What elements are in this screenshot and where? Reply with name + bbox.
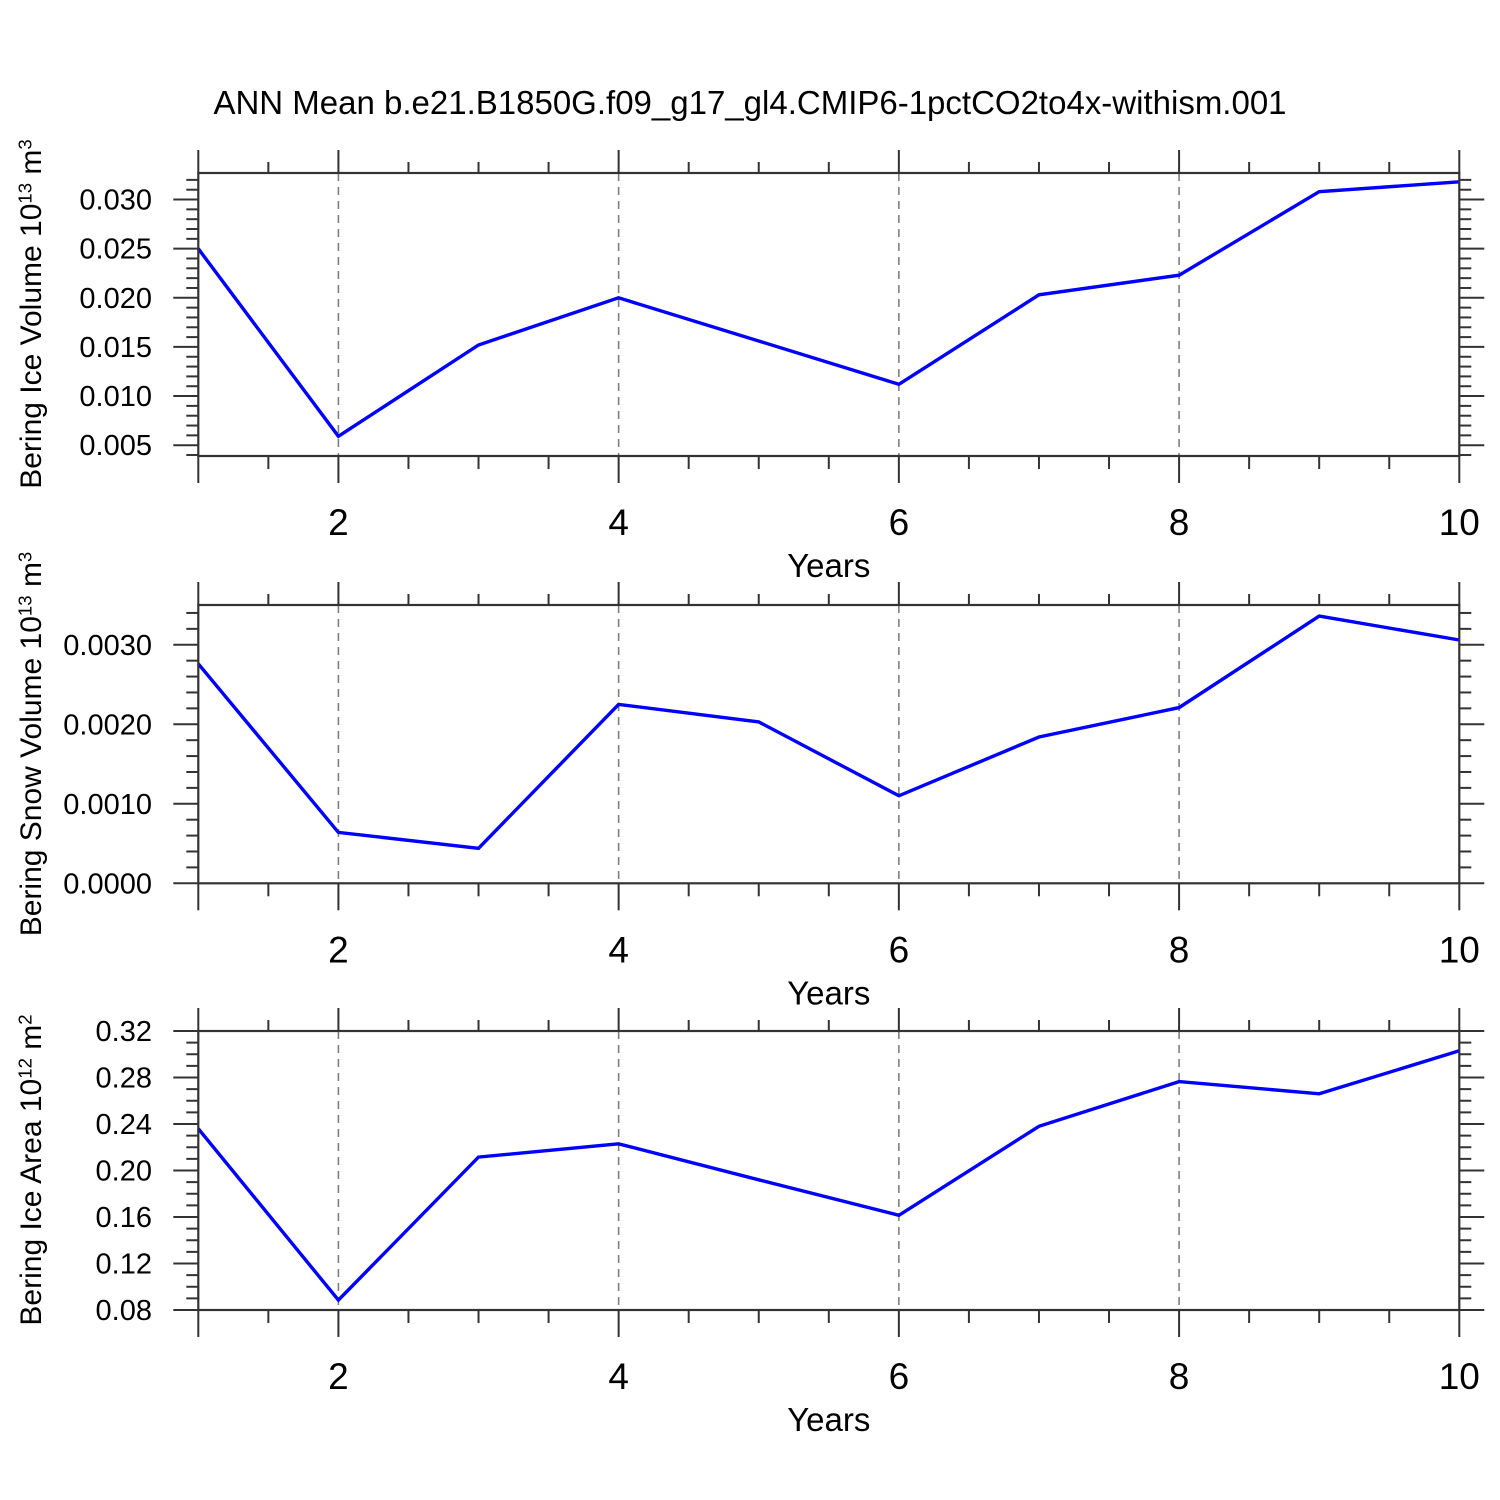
y-tick-label: 0.12 <box>96 1249 152 1281</box>
y-tick-label: 0.24 <box>96 1109 152 1141</box>
y-tick-label: 0.20 <box>96 1156 152 1188</box>
x-tick-label: 4 <box>608 1356 629 1397</box>
data-line <box>196 614 1460 851</box>
x-tick-label: 8 <box>1169 502 1190 543</box>
x-axis-title: Years <box>787 547 870 584</box>
y-tick-label: 0.005 <box>79 430 152 462</box>
plot-frame <box>197 1029 1461 1312</box>
panel-bering-ice-area: 2 4 6 8 10 Years 0.08 0.12 0.16 0.20 0.24 0.28 0.32 <box>96 1008 1485 1438</box>
x-tick-label: 10 <box>1439 929 1480 970</box>
panel-bering-snow-volume: 2 4 6 8 10 Years 0.0000 0.0010 0.0020 0.0030 <box>63 582 1485 1011</box>
y-tick-label: 0.015 <box>79 332 152 364</box>
y-tick-label: 0.025 <box>79 234 152 266</box>
plot-title: ANN Mean b.e21.B1850G.f09_g17_gl4.CMIP6-… <box>213 84 1287 121</box>
y-tick-label: 0.0000 <box>63 868 152 900</box>
y-tick-label: 0.020 <box>79 283 152 315</box>
y-tick-label: 0.010 <box>79 381 152 413</box>
x-tick-label: 10 <box>1439 502 1480 543</box>
x-tick-label: 6 <box>889 502 910 543</box>
x-tick-label: 8 <box>1169 929 1190 970</box>
y-tick-label: 0.0030 <box>63 630 152 662</box>
data-line <box>196 1049 1460 1303</box>
y-tick-label: 0.0010 <box>63 789 152 821</box>
x-tick-label: 2 <box>328 502 349 543</box>
x-tick-label: 10 <box>1439 1356 1480 1397</box>
x-tick-label: 6 <box>889 929 910 970</box>
y-tick-label: 0.32 <box>96 1016 152 1048</box>
y-tick-label: 0.0020 <box>63 709 152 741</box>
data-line <box>196 180 1460 439</box>
x-tick-label: 2 <box>328 1356 349 1397</box>
x-tick-label: 6 <box>889 1356 910 1397</box>
x-tick-label: 4 <box>608 502 629 543</box>
y-tick-label: 0.16 <box>96 1202 152 1234</box>
x-tick-label: 4 <box>608 929 629 970</box>
y-tick-label: 0.08 <box>96 1295 152 1327</box>
y-tick-label: 0.030 <box>79 185 152 217</box>
x-axis-title: Years <box>787 1401 870 1438</box>
panel-bering-ice-volume: 2 4 6 8 10 Years 0.005 0.010 0.015 0.020 0.025 0.03… <box>79 150 1485 584</box>
plot-frame <box>197 171 1461 458</box>
x-axis-title: Years <box>787 974 870 1011</box>
x-tick-label: 2 <box>328 929 349 970</box>
y-tick-label: 0.28 <box>96 1063 152 1095</box>
x-tick-label: 8 <box>1169 1356 1190 1397</box>
